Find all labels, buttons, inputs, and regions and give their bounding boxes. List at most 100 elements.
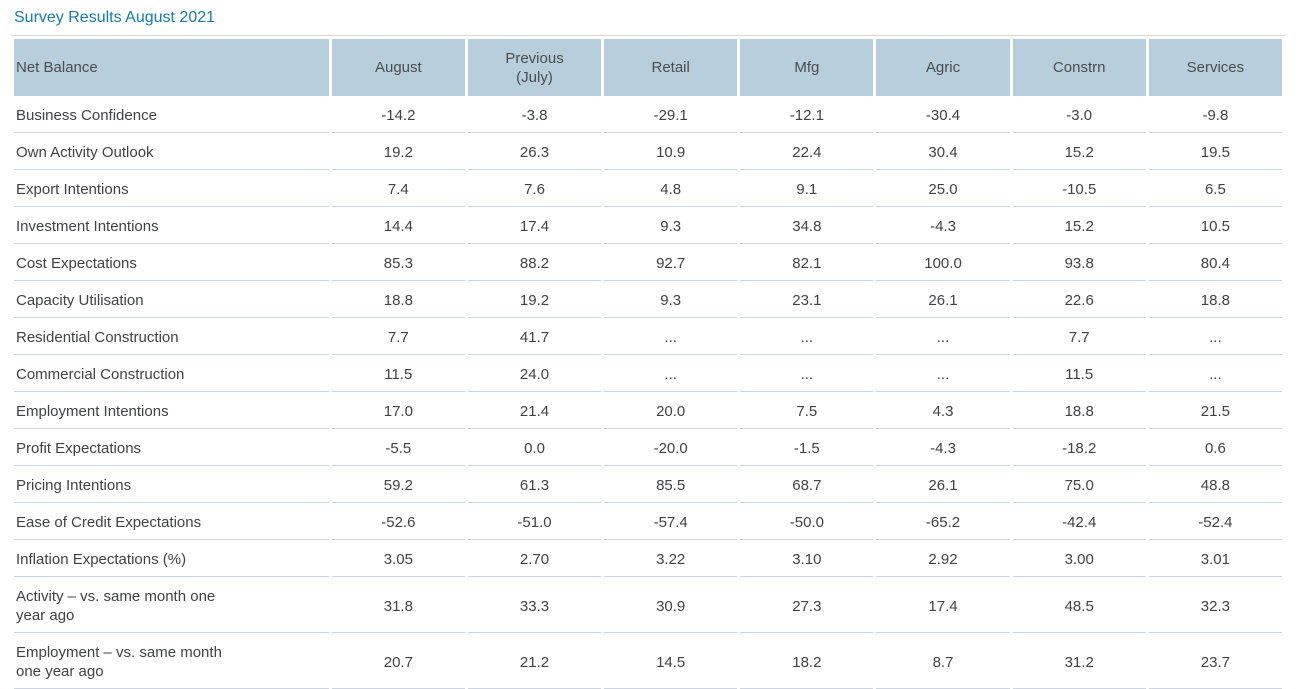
value-cell: 33.3 xyxy=(467,580,602,633)
value-cell: 7.6 xyxy=(467,173,602,207)
table-body: Business Confidence -14.2 -3.8 -29.1 -12.1 -3… xyxy=(14,99,1282,689)
value-cell: 21.4 xyxy=(467,395,602,429)
value-cell: 18.2 xyxy=(740,636,874,689)
value-cell: 7.7 xyxy=(331,321,465,355)
row-label: Cost Expectations xyxy=(16,255,137,272)
table-row: Pricing Intentions 59.2 61.3 85.5 68.7 26.1 75… xyxy=(14,469,1282,503)
row-label: Employment – vs. same month one year ago xyxy=(16,644,222,680)
value-cell: 4.3 xyxy=(876,395,1010,429)
value-cell: 10.5 xyxy=(1148,210,1282,244)
value-cell: 15.2 xyxy=(1012,210,1146,244)
table-row: Inflation Expectations (%) 3.05 2.70 3.22 3.… xyxy=(14,543,1282,577)
value-cell: 17.0 xyxy=(331,395,465,429)
value-cell: 30.9 xyxy=(604,580,738,633)
value-cell: 85.3 xyxy=(331,247,465,281)
value-cell: -14.2 xyxy=(331,99,465,133)
column-header: August xyxy=(331,39,465,96)
table-row: Ease of Credit Expectations -52.6 -51.0 -57… xyxy=(14,506,1282,540)
row-label-cell: Business Confidence xyxy=(14,99,329,133)
value-cell: -3.0 xyxy=(1012,99,1146,133)
value-cell: 24.0 xyxy=(467,358,602,392)
table-row: Export Intentions 7.4 7.6 4.8 9.1 25.0 -10.5 6.… xyxy=(14,173,1282,207)
value-cell: 21.5 xyxy=(1148,395,1282,429)
value-cell: -10.5 xyxy=(1012,173,1146,207)
value-cell: 7.7 xyxy=(1012,321,1146,355)
value-cell: -42.4 xyxy=(1012,506,1146,540)
value-cell: -29.1 xyxy=(604,99,738,133)
row-label-cell: Profit Expectations xyxy=(14,432,329,466)
value-cell: 7.5 xyxy=(740,395,874,429)
value-cell: 3.05 xyxy=(331,543,465,577)
value-cell: ... xyxy=(876,321,1010,355)
row-label: Profit Expectations xyxy=(16,440,142,457)
value-cell: -50.0 xyxy=(740,506,874,540)
column-header: Agric xyxy=(876,39,1010,96)
value-cell: 68.7 xyxy=(740,469,874,503)
value-cell: 92.7 xyxy=(604,247,738,281)
value-cell: ... xyxy=(1148,321,1282,355)
row-label-cell: Activity – vs. same month one year ago xyxy=(14,580,329,633)
value-cell: 61.3 xyxy=(467,469,602,503)
row-label: Commercial Construction xyxy=(16,366,185,383)
value-cell: 11.5 xyxy=(1012,358,1146,392)
row-label: Pricing Intentions xyxy=(16,477,132,494)
value-cell: 20.0 xyxy=(604,395,738,429)
table-row: Commercial Construction 11.5 24.0.........… xyxy=(14,358,1282,392)
value-cell: 31.8 xyxy=(331,580,465,633)
value-cell: 26.3 xyxy=(467,136,602,170)
table-row: Own Activity Outlook 19.2 26.3 10.9 22.4 30.4… xyxy=(14,136,1282,170)
row-label-cell: Investment Intentions xyxy=(14,210,329,244)
value-cell: 2.92 xyxy=(876,543,1010,577)
value-cell: 27.3 xyxy=(740,580,874,633)
table-row: Activity – vs. same month one year ago 31… xyxy=(14,580,1282,633)
value-cell: 0.0 xyxy=(467,432,602,466)
value-cell: -1.5 xyxy=(740,432,874,466)
column-header-net-balance: Net Balance xyxy=(14,39,329,96)
value-cell: 85.5 xyxy=(604,469,738,503)
row-label-cell: Export Intentions xyxy=(14,173,329,207)
row-label: Business Confidence xyxy=(16,107,157,124)
value-cell: 9.1 xyxy=(740,173,874,207)
row-label-cell: Employment – vs. same month one year ago xyxy=(14,636,329,689)
value-cell: ... xyxy=(740,321,874,355)
column-header: Mfg xyxy=(740,39,874,96)
row-label: Inflation Expectations (%) xyxy=(16,551,187,568)
value-cell: 18.8 xyxy=(1012,395,1146,429)
value-cell: 19.2 xyxy=(467,284,602,318)
row-label: Capacity Utilisation xyxy=(16,292,144,309)
table-row: Residential Construction 7.7 41.7.........… xyxy=(14,321,1282,355)
value-cell: -51.0 xyxy=(467,506,602,540)
table-row: Cost Expectations 85.3 88.2 92.7 82.1 100.0 93… xyxy=(14,247,1282,281)
table-header: Net Balance August Previous (July) Retail Mf… xyxy=(14,39,1282,96)
value-cell: 75.0 xyxy=(1012,469,1146,503)
value-cell: 11.5 xyxy=(331,358,465,392)
value-cell: -57.4 xyxy=(604,506,738,540)
value-cell: 22.4 xyxy=(740,136,874,170)
value-cell: 82.1 xyxy=(740,247,874,281)
table-row: Profit Expectations -5.5 0.0 -20.0 -1.5 -4.3-… xyxy=(14,432,1282,466)
value-cell: -30.4 xyxy=(876,99,1010,133)
row-label: Export Intentions xyxy=(16,181,129,198)
value-cell: 100.0 xyxy=(876,247,1010,281)
value-cell: 0.6 xyxy=(1148,432,1282,466)
value-cell: -65.2 xyxy=(876,506,1010,540)
value-cell: ... xyxy=(876,358,1010,392)
value-cell: ... xyxy=(1148,358,1282,392)
value-cell: 48.8 xyxy=(1148,469,1282,503)
value-cell: 3.01 xyxy=(1148,543,1282,577)
value-cell: 19.2 xyxy=(331,136,465,170)
row-label-cell: Residential Construction xyxy=(14,321,329,355)
row-label: Residential Construction xyxy=(16,329,179,346)
value-cell: 23.7 xyxy=(1148,636,1282,689)
value-cell: ... xyxy=(604,358,738,392)
value-cell: 80.4 xyxy=(1148,247,1282,281)
value-cell: -9.8 xyxy=(1148,99,1282,133)
row-label-cell: Commercial Construction xyxy=(14,358,329,392)
value-cell: -4.3 xyxy=(876,210,1010,244)
value-cell: 14.5 xyxy=(604,636,738,689)
page-title: Survey Results August 2021 xyxy=(14,9,216,26)
value-cell: 26.1 xyxy=(876,469,1010,503)
table-row: Investment Intentions 14.4 17.4 9.3 34.8 -4.3… xyxy=(14,210,1282,244)
value-cell: 32.3 xyxy=(1148,580,1282,633)
value-cell: 88.2 xyxy=(467,247,602,281)
